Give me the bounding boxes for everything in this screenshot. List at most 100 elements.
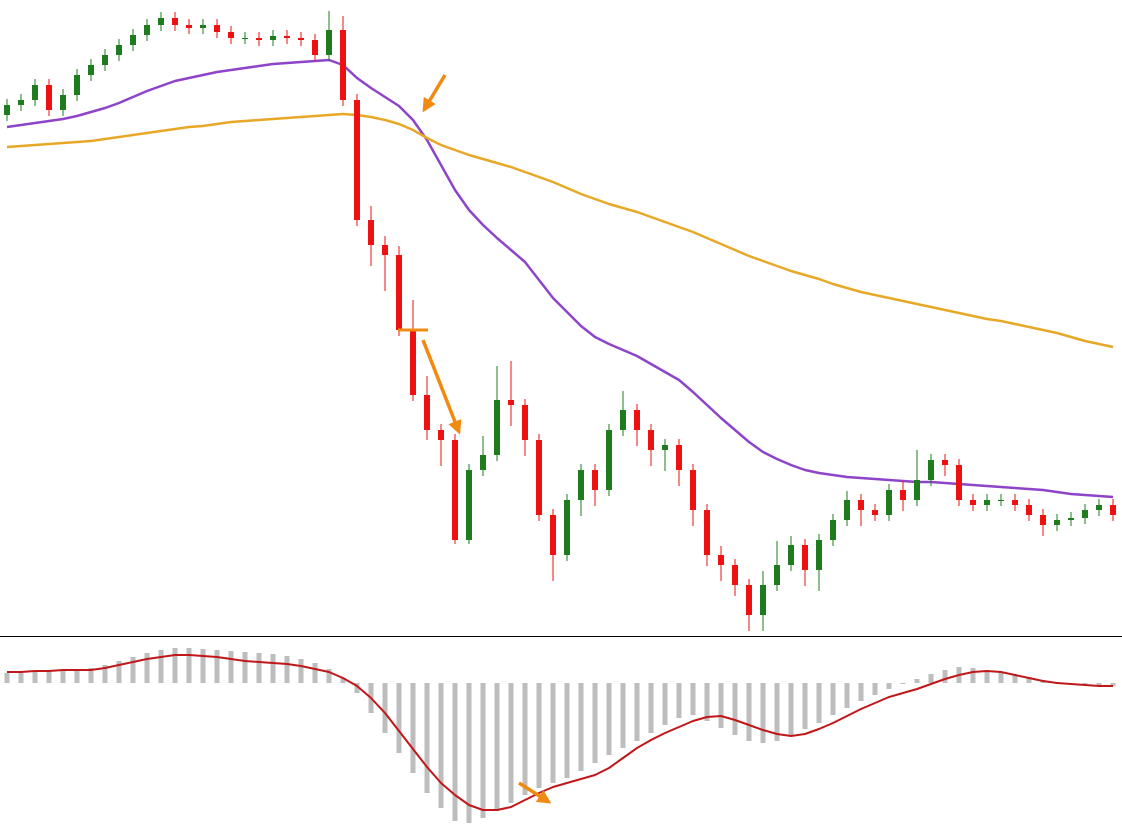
histogram-bar — [816, 683, 822, 723]
candle-body — [228, 32, 234, 38]
candle-body — [256, 38, 262, 40]
histogram-bar — [354, 683, 360, 693]
candle-body — [816, 540, 822, 570]
candle-body — [1110, 505, 1116, 515]
histogram-bar — [116, 661, 122, 683]
candle-body — [144, 25, 150, 35]
histogram-bar — [256, 653, 262, 683]
candle-body — [606, 430, 612, 490]
histogram-bar — [438, 683, 444, 808]
histogram-bar — [522, 683, 528, 795]
candle-body — [970, 500, 976, 505]
candle-body — [858, 500, 864, 510]
candle-body — [494, 400, 500, 455]
histogram-bar — [158, 650, 164, 683]
candle-body — [1026, 505, 1032, 515]
histogram-bar — [424, 683, 430, 793]
histogram-bar — [1026, 677, 1032, 683]
histogram-bar — [746, 683, 752, 741]
histogram-bar — [942, 670, 948, 683]
candle-body — [438, 430, 444, 440]
candle-body — [928, 460, 934, 480]
candle-body — [550, 515, 556, 555]
candle-body — [396, 255, 402, 330]
histogram-bar — [172, 648, 178, 683]
histogram-bar — [396, 683, 402, 753]
histogram-bar — [228, 651, 234, 683]
candle-body — [270, 36, 276, 40]
candle-body — [886, 490, 892, 515]
histogram-bar — [144, 653, 150, 683]
candle-body — [1054, 520, 1060, 525]
histogram-bar — [4, 673, 10, 683]
histogram-bar — [900, 683, 906, 684]
arrow — [518, 781, 552, 804]
candle-body — [620, 410, 626, 430]
histogram-bar — [18, 673, 24, 683]
histogram-bar — [242, 652, 248, 683]
arrow — [421, 339, 462, 435]
candle-body — [690, 470, 696, 510]
histogram-bar — [60, 671, 66, 683]
candle-body — [466, 470, 472, 540]
candle-body — [942, 460, 948, 465]
histogram-bar — [844, 683, 850, 708]
histogram-bar — [214, 650, 220, 683]
moving-average — [6, 112, 1114, 349]
candle-body — [130, 35, 136, 45]
candle-body — [564, 500, 570, 555]
candle-body — [592, 470, 598, 490]
histogram-bar — [186, 648, 192, 683]
histogram-bar — [732, 683, 738, 735]
candle-body — [648, 430, 654, 450]
histogram-bar — [74, 670, 80, 683]
candle-body — [200, 25, 206, 28]
histogram-bar — [410, 683, 416, 773]
candle-body — [1012, 500, 1018, 505]
histogram-bar — [480, 683, 486, 818]
candle-body — [186, 25, 192, 28]
candle-body — [102, 55, 108, 65]
histogram-bar — [508, 683, 514, 803]
candle-body — [1082, 510, 1088, 518]
candle-body — [424, 395, 430, 430]
moving-average — [6, 58, 1114, 499]
histogram-bar — [452, 683, 458, 821]
candle-body — [214, 25, 220, 32]
histogram-bar — [788, 683, 794, 735]
candle-body — [914, 480, 920, 500]
histogram-bar — [620, 683, 626, 748]
histogram-bar — [928, 674, 934, 683]
histogram-bar — [606, 683, 612, 755]
histogram-bar — [760, 683, 766, 743]
candle-body — [1040, 515, 1046, 525]
candle-body — [1068, 518, 1074, 520]
candle-body — [74, 75, 80, 95]
candle-body — [368, 220, 374, 245]
histogram-bar — [634, 683, 640, 741]
histogram-bar — [872, 683, 878, 695]
candle-body — [158, 18, 164, 25]
candle-body — [760, 585, 766, 615]
histogram-bar — [802, 683, 808, 729]
candle-body — [382, 245, 388, 255]
histogram-bar — [88, 668, 94, 683]
histogram-bar — [984, 670, 990, 683]
candle-body — [340, 30, 346, 100]
histogram-bar — [270, 654, 276, 683]
histogram-bar — [774, 683, 780, 741]
candle-body — [32, 85, 38, 100]
candle-body — [18, 100, 24, 105]
candle-body — [60, 95, 66, 110]
histogram-bar — [690, 683, 696, 715]
candle-body — [732, 565, 738, 585]
signal-line — [7, 654, 1113, 811]
candle-body — [956, 465, 962, 500]
candle-body — [746, 585, 752, 615]
candle-body — [284, 36, 290, 38]
candle-body — [298, 38, 304, 40]
candle-body — [718, 555, 724, 565]
histogram-bar — [830, 683, 836, 715]
histogram-bar — [1012, 674, 1018, 683]
